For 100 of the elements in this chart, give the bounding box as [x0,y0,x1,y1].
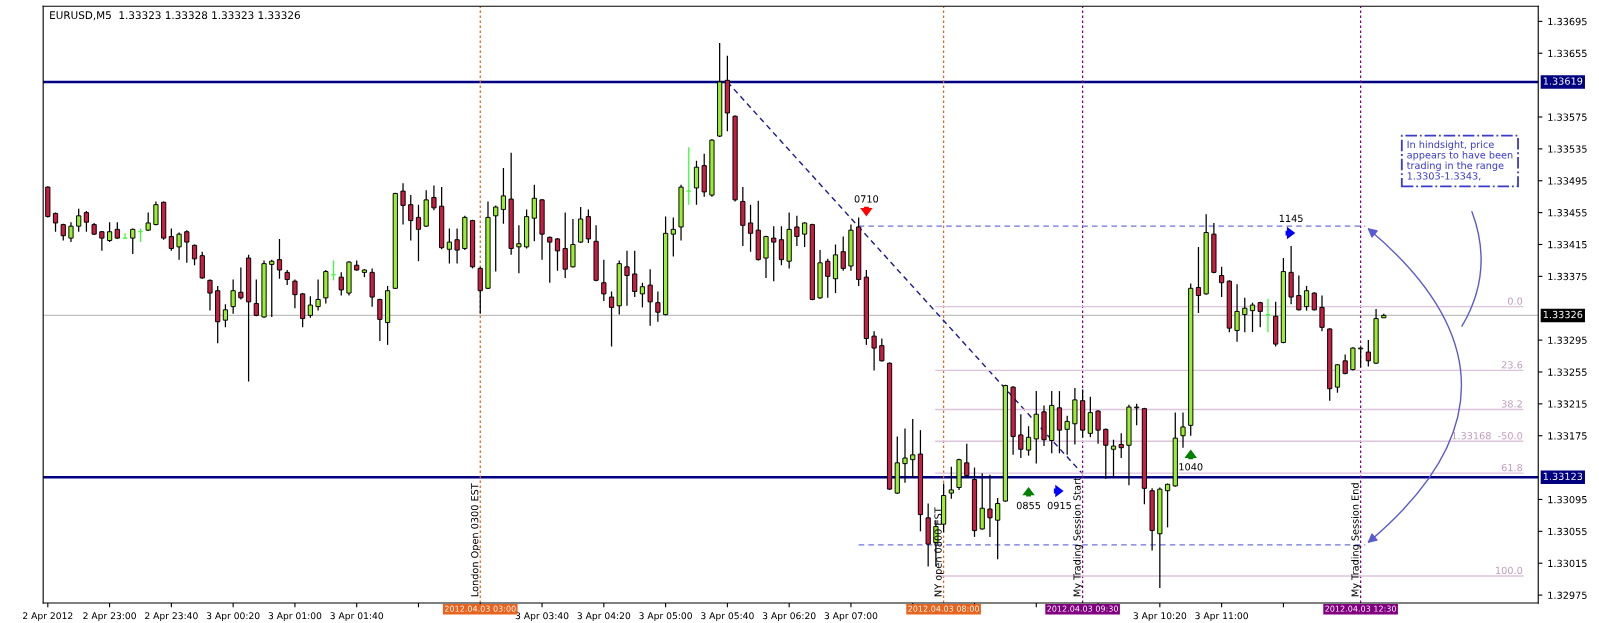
candlestick [1319,294,1325,332]
candlestick [76,208,82,233]
y-tick-label: 1.33695 [1548,17,1587,26]
annotation: 0915 [1047,501,1071,510]
y-tick-label: 1.33095 [1548,495,1587,504]
ref-line-label: My Trading Session End [1351,483,1361,597]
y-tick-label: 1.33215 [1548,400,1587,408]
candlestick [840,235,846,272]
candlestick [670,216,676,258]
candlestick [693,160,700,206]
annotation: In hindsight, price appears to have been trading in the range 1.3303-1.3343, [1406,140,1513,181]
ref-line-label: My Trading Session Start [1073,477,1083,597]
candlestick [995,497,1001,560]
candlestick [1296,274,1302,312]
candlestick [639,282,646,309]
candlestick [307,295,313,319]
candlestick [547,235,553,284]
candlestick [910,418,916,479]
candlestick [408,194,414,242]
candlestick [1219,266,1225,298]
x-tick-label: 3 Apr 07:00 [824,612,878,621]
candlestick [778,225,785,266]
candlestick [1234,283,1240,343]
candlestick [191,243,198,266]
candlestick [686,146,692,206]
candlestick [330,259,337,281]
y-tick-label: 1.33415 [1548,240,1587,249]
annotation: 0710 [854,195,879,203]
candlestick [168,227,174,252]
x-tick-label: 2 Apr 2012 [23,612,73,621]
y-tick-label: 1.33455 [1548,209,1587,217]
candlestick [377,298,383,342]
candlestick [500,167,507,225]
candlestick [1110,439,1117,477]
x-tick-label: 3 Apr 10:20 [1133,612,1187,621]
candlestick [562,211,568,279]
ref-line-label: London Open 0300 EST [470,483,481,597]
y-tick-label: 1.32975 [1548,591,1587,599]
ref-line-label: 1.33123 [1543,472,1583,480]
candlestick [130,227,136,255]
candlestick [1072,387,1078,446]
x-tick-label: 3 Apr 01:40 [330,612,384,621]
x-tick-label: 2 Apr 23:00 [83,612,136,621]
candlestick [585,208,591,244]
candlestick [145,211,151,232]
candlestick [570,218,576,269]
annotation: 38.2 [1501,400,1522,408]
candlestick [230,278,236,315]
annotation: 23.6 [1501,361,1523,369]
candlestick [176,231,182,261]
candlestick [1365,339,1371,368]
y-tick-label: 1.33255 [1548,368,1587,376]
candlestick [493,204,499,273]
x-tick-label: 3 Apr 04:20 [577,612,631,621]
text: 2012.04.03 08:00 [908,605,980,612]
y-tick-label: 1.33375 [1548,272,1587,281]
candlestick [1134,403,1140,426]
candlestick [1018,413,1024,459]
annotation: 0855 [1016,501,1041,510]
candlestick [763,235,769,279]
candlestick [979,472,985,531]
candlestick [1242,297,1248,333]
y-tick-label: 1.33175 [1548,432,1587,440]
candlestick [624,250,630,307]
annotation: 1145 [1279,214,1303,223]
x-tick-label: 2 Apr 23:40 [145,612,198,621]
candlestick [516,224,522,274]
annotation: 100.0 [1496,566,1523,575]
candlestick [207,278,213,312]
x-tick-label: 3 Apr 11:00 [1195,612,1248,621]
candlestick [948,466,954,500]
y-tick-label: 1.33655 [1548,49,1587,58]
text: 2012.04.03 12:30 [1325,605,1397,612]
candlestick [987,474,993,538]
candlestick [83,210,90,233]
candlestick [608,290,615,348]
y-tick-label: 1.33295 [1548,336,1587,344]
candlestick [794,215,800,247]
annotation: 1.33168 -50.0 [1452,432,1523,440]
candlestick [199,251,205,280]
candlestick [1358,346,1364,368]
candlestick [747,204,754,253]
x-tick-label: 3 Apr 06:20 [762,612,816,621]
candlestick [269,259,275,318]
candlestick [184,229,190,264]
annotation: 1040 [1179,463,1203,471]
candlestick [1064,415,1070,456]
candlestick [655,290,661,323]
candlestick [902,427,908,484]
candlestick [454,227,460,265]
candlestick [825,258,831,299]
candlestick [222,303,229,328]
candlestick [879,337,885,363]
candlestick [632,250,638,298]
candlestick [1334,363,1341,394]
candlestick [415,204,422,262]
candlestick [238,266,244,301]
candlestick [1303,285,1310,312]
x-tick-label: 3 Apr 01:00 [268,612,322,621]
candlestick [400,182,406,226]
